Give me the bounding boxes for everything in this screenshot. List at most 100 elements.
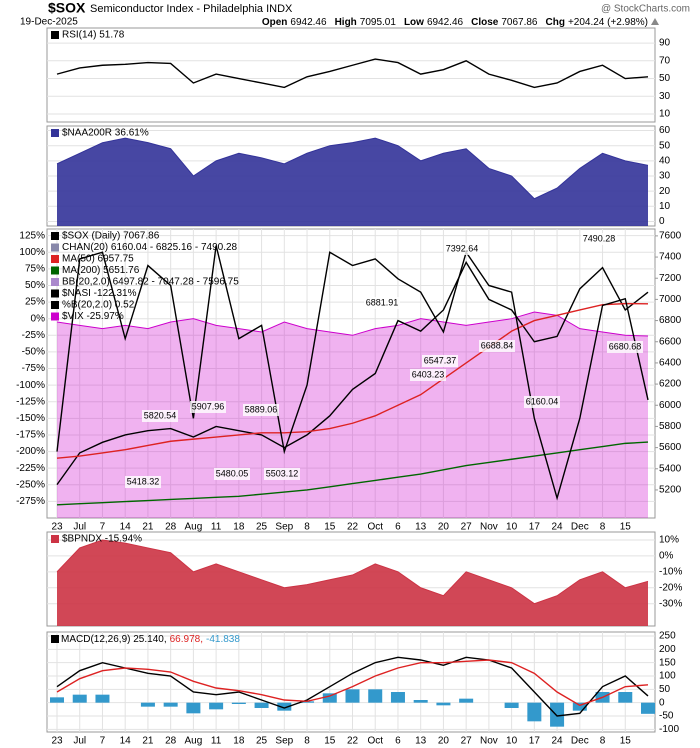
y-tick-label: -200% — [16, 446, 45, 457]
price-label: 5889.06 — [245, 404, 278, 414]
price-label-bg — [479, 340, 515, 352]
x-tick-label: 14 — [120, 736, 132, 747]
y2-tick-label: 5400 — [659, 463, 682, 474]
y-tick-label: -50% — [22, 347, 45, 358]
x-tick-label: 20 — [438, 522, 450, 533]
histogram-bar — [345, 689, 360, 703]
x-tick-label: Dec — [571, 736, 589, 747]
x-tick-label: 10 — [506, 522, 518, 533]
y2-tick-label: 6200 — [659, 379, 682, 390]
y-tick-label: 150 — [659, 657, 676, 668]
area-line — [56, 539, 649, 605]
legend-swatch — [51, 31, 59, 39]
y-tick-label: 30 — [659, 91, 671, 102]
x-tick-label: 25 — [256, 522, 268, 533]
legend-entry: 66.978, — [170, 634, 203, 645]
y2-tick-label: 6000 — [659, 400, 682, 411]
x-tick-label: 15 — [620, 736, 632, 747]
histogram-bar — [322, 693, 337, 703]
price-label: 5820.54 — [144, 410, 177, 420]
price-label: 6881.91 — [366, 297, 399, 307]
price-label-bg — [264, 468, 300, 480]
y-tick-label: 250 — [659, 631, 676, 642]
date: 19-Dec-2025 — [20, 17, 78, 28]
histogram-bar — [50, 697, 64, 703]
quote-label: Open — [262, 17, 288, 28]
area-line — [56, 137, 649, 200]
histogram-bar — [436, 702, 451, 706]
y-tick-label: -275% — [16, 496, 45, 507]
legend-entry: BB(20,2.0) 6497.82 - 7047.28 - 7596.75 — [62, 277, 239, 288]
price-label: 6403.23 — [412, 369, 445, 379]
y-tick-label: -100 — [659, 724, 679, 735]
price-label: 5907.96 — [192, 401, 225, 411]
index-name: Semiconductor Index - Philadelphia INDX — [90, 3, 293, 15]
x-tick-label: 18 — [233, 736, 245, 747]
legend-swatch — [51, 243, 59, 252]
histogram-bar — [504, 702, 519, 708]
quote-label: High — [335, 17, 357, 28]
x-tick-label: 25 — [256, 736, 268, 747]
x-tick-label: 17 — [529, 522, 541, 533]
y2-tick-label: 6400 — [659, 358, 682, 369]
histogram-bar — [95, 694, 110, 703]
series-line — [56, 245, 649, 501]
y-tick-label: 10 — [659, 109, 671, 120]
y-tick-label: 10% — [659, 535, 679, 546]
y-tick-label: 90 — [659, 38, 671, 49]
x-tick-label: 28 — [165, 736, 177, 747]
x-tick-label: 21 — [142, 522, 154, 533]
y-tick-label: -125% — [16, 396, 45, 407]
y-tick-label: 50 — [659, 684, 671, 695]
quote-label: Close — [471, 17, 499, 28]
y2-tick-label: 5600 — [659, 442, 682, 453]
y-tick-label: 50% — [25, 280, 45, 291]
series-line — [56, 659, 649, 707]
price-label: 5418.32 — [127, 476, 160, 486]
x-tick-label: 7 — [100, 522, 106, 533]
price-label-bg — [364, 297, 400, 309]
series-line — [56, 58, 649, 89]
y2-tick-label: 6600 — [659, 336, 682, 347]
series-line — [56, 260, 649, 486]
y-tick-label: 50 — [659, 73, 671, 84]
legend-swatch — [51, 301, 59, 309]
x-tick-label: 6 — [395, 736, 401, 747]
histogram-bar — [254, 702, 269, 708]
y-tick-label: 50 — [659, 140, 671, 151]
y2-tick-label: 7400 — [659, 252, 682, 263]
histogram-bar — [368, 689, 383, 703]
panel-frame — [46, 228, 656, 519]
histogram-bar — [413, 700, 428, 703]
area-fill — [57, 138, 648, 226]
price-label-bg — [422, 355, 458, 367]
y-tick-label: -250% — [16, 479, 45, 490]
x-tick-label: 13 — [415, 522, 427, 533]
x-tick-label: 10 — [506, 736, 518, 747]
x-tick-label: 27 — [461, 522, 473, 533]
series-line — [56, 441, 649, 506]
area-line — [56, 311, 649, 337]
y2-tick-label: 5800 — [659, 421, 682, 432]
histogram-bar — [140, 702, 155, 707]
y-tick-label: 25% — [25, 297, 45, 308]
x-tick-label: Oct — [367, 522, 383, 533]
price-label-bg — [125, 476, 161, 488]
symbol: $SOX — [48, 0, 86, 16]
y-tick-label: 100% — [19, 247, 45, 258]
watermark: @ StockCharts.com — [601, 4, 690, 15]
y-tick-label: 0% — [31, 313, 46, 324]
legend-swatch — [51, 635, 59, 643]
x-tick-label: 13 — [415, 736, 427, 747]
x-tick-label: 15 — [324, 736, 336, 747]
y-tick-label: -10% — [659, 566, 682, 577]
area-fill — [57, 539, 648, 626]
x-tick-label: 15 — [324, 522, 336, 533]
price-label: 6160.04 — [526, 396, 559, 406]
price-label: 5503.12 — [266, 468, 299, 478]
y2-tick-label: 7000 — [659, 294, 682, 305]
x-tick-label: 8 — [600, 522, 606, 533]
x-tick-label: 7 — [100, 736, 106, 747]
y-tick-label: 0 — [659, 216, 665, 227]
